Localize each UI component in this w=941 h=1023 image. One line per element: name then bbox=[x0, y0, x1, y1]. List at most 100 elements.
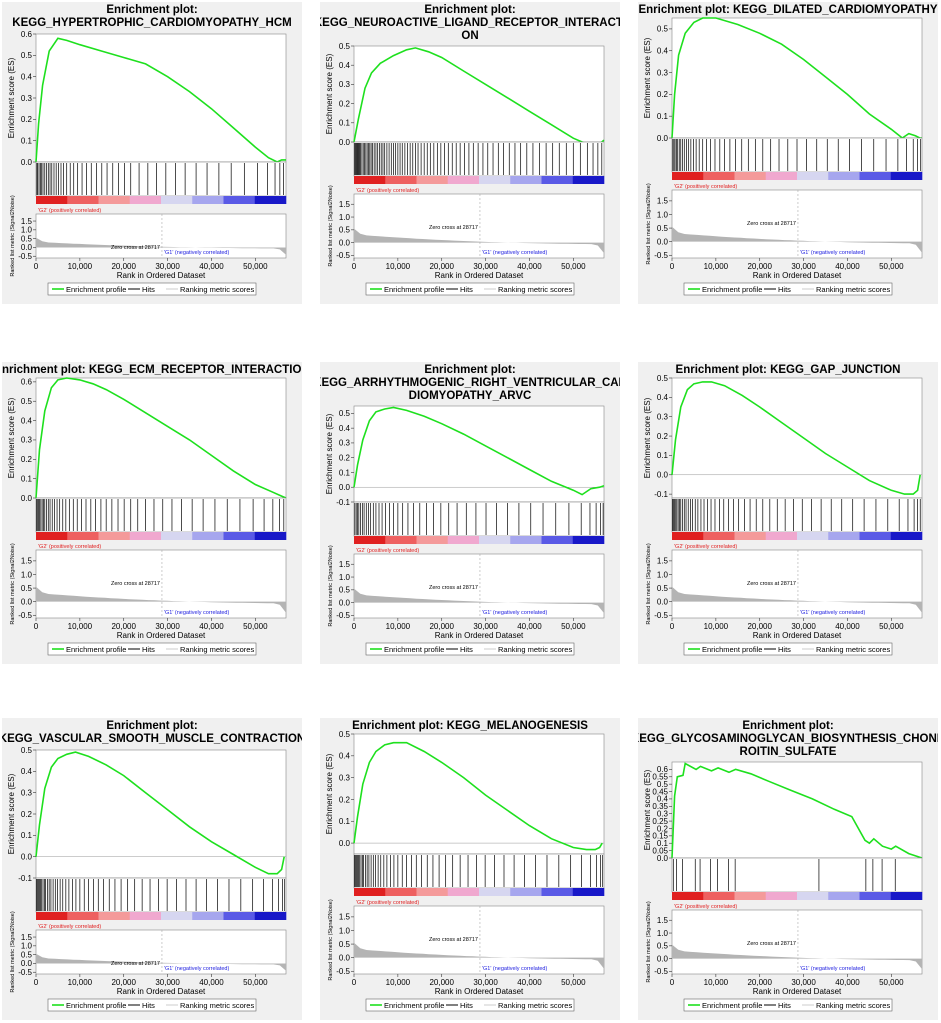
metric-y-tick-label: 1.0 bbox=[21, 942, 33, 951]
metric-y-axis-label: Ranked list metric (Signal2Noise) bbox=[646, 901, 652, 982]
enrichment-profile-line bbox=[35, 751, 285, 875]
ranked-list-heat-segment bbox=[703, 172, 735, 180]
negative-correlation-label: 'G1' (negatively correlated) bbox=[800, 250, 866, 256]
legend-label-metric: Ranking metric scores bbox=[816, 1001, 890, 1010]
x-tick-label: 0 bbox=[34, 262, 39, 271]
metric-y-tick-label: -0.5 bbox=[18, 968, 32, 977]
ranked-list-heat-segment bbox=[192, 532, 224, 540]
metric-plot-area bbox=[671, 549, 923, 619]
es-y-tick-label: 0.2 bbox=[657, 432, 669, 441]
metric-y-axis-label: Ranked list metric (Signal2Noise) bbox=[10, 195, 16, 276]
legend-label-metric: Ranking metric scores bbox=[816, 285, 890, 294]
es-y-tick-label: -0.1 bbox=[18, 874, 32, 883]
es-y-tick-label: 0.5 bbox=[339, 409, 351, 418]
es-y-tick-label: 0.4 bbox=[657, 47, 669, 56]
es-y-axis-label: Enrichment score (ES) bbox=[325, 53, 334, 134]
x-tick-label: 50,000 bbox=[561, 978, 586, 987]
es-y-tick-label: 0.6 bbox=[21, 30, 33, 39]
ranking-metric-area bbox=[354, 228, 604, 254]
es-plot-area bbox=[353, 45, 605, 143]
es-y-tick-label: 0.0 bbox=[21, 852, 33, 861]
es-y-tick-label: 0.1 bbox=[657, 839, 669, 848]
negative-correlation-label: 'G1' (negatively correlated) bbox=[800, 610, 866, 616]
ranked-list-heat-segment bbox=[254, 532, 287, 540]
enrichment-plot: Enrichment plot:KEGG_ARRHYTHMOGENIC_RIGH… bbox=[320, 364, 620, 656]
ranked-list-heat-segment bbox=[223, 532, 256, 540]
ranked-list-heat-segment bbox=[161, 196, 193, 204]
legend-label-hits: Hits bbox=[460, 1001, 473, 1010]
x-tick-label: 0 bbox=[670, 978, 675, 987]
ranked-list-heat-segment bbox=[129, 912, 162, 920]
legend: Enrichment profile Hits Ranking metric sco… bbox=[47, 998, 257, 1012]
ranked-list-heat-segment bbox=[734, 532, 767, 540]
legend: Enrichment profile Hits Ranking metric sco… bbox=[365, 998, 575, 1012]
ranked-list-heat-segment bbox=[447, 176, 480, 184]
gsea-panel: Enrichment plot: KEGG_HYPERTROPHIC_CARDIO… bbox=[2, 2, 302, 304]
es-plot-area bbox=[671, 761, 923, 859]
enrichment-plot: Enrichment plot:KEGG_HYPERTROPHIC_CARDIO… bbox=[7, 4, 292, 296]
es-y-tick-label: 0.2 bbox=[657, 824, 669, 833]
es-y-tick-label: 0.1 bbox=[21, 136, 33, 145]
enrichment-plot: Enrichment plot: KEGG_GAP_JUNCTION -0.1 0.… bbox=[643, 364, 923, 656]
legend-label-hits: Hits bbox=[142, 285, 155, 294]
legend-box bbox=[365, 642, 575, 656]
ranked-list-heat-segment bbox=[859, 532, 892, 540]
metric-y-axis-label: Ranked list metric (Signal2Noise) bbox=[10, 543, 16, 624]
x-tick-label: 20,000 bbox=[429, 262, 454, 271]
es-y-tick-label: 0.5 bbox=[21, 397, 33, 406]
legend: Enrichment profile Hits Ranking metric sco… bbox=[683, 642, 893, 656]
positive-correlation-label: 'G2' (positively correlated) bbox=[356, 900, 419, 906]
x-tick-label: 20,000 bbox=[111, 622, 136, 631]
legend: Enrichment profile Hits Ranking metric sco… bbox=[47, 642, 257, 656]
metric-y-tick-label: 1.0 bbox=[21, 570, 33, 579]
zero-cross-label: Zero cross at 28717 bbox=[747, 941, 796, 947]
x-tick-label: 40,000 bbox=[199, 978, 224, 987]
es-y-tick-label: 0.0 bbox=[21, 158, 33, 167]
metric-y-tick-label: 1.5 bbox=[21, 933, 33, 942]
metric-y-tick-label: -0.5 bbox=[336, 611, 350, 620]
es-y-tick-label: 0.15 bbox=[652, 832, 668, 841]
legend-label-profile: Enrichment profile bbox=[66, 285, 126, 294]
es-y-tick-label: 0.0 bbox=[21, 494, 33, 503]
metric-plot-area bbox=[35, 549, 287, 619]
x-tick-label: 10,000 bbox=[704, 978, 729, 987]
metric-y-tick-label: 1.0 bbox=[21, 226, 33, 235]
ranked-list-heat-segment bbox=[223, 912, 256, 920]
ranked-list-heat-segment bbox=[354, 536, 386, 544]
legend-label-hits: Hits bbox=[142, 645, 155, 654]
metric-y-tick-label: 0.0 bbox=[657, 597, 669, 606]
ranked-list-heat-segment bbox=[416, 536, 449, 544]
plot-title: KEGG_VASCULAR_SMOOTH_MUSCLE_CONTRACTION bbox=[2, 733, 302, 745]
es-y-tick-label: 0.1 bbox=[339, 817, 351, 826]
x-axis-label: Rank in Ordered Dataset bbox=[117, 271, 206, 280]
ranked-list-heat-segment bbox=[36, 532, 68, 540]
enrichment-profile-line bbox=[353, 406, 605, 496]
es-y-tick-label: 0.6 bbox=[657, 765, 669, 774]
legend-box bbox=[683, 282, 893, 296]
legend-label-profile: Enrichment profile bbox=[384, 645, 444, 654]
es-y-tick-label: 0.5 bbox=[657, 374, 669, 383]
es-y-axis-label: Enrichment score (ES) bbox=[325, 413, 334, 494]
ranked-list-heat-segment bbox=[541, 536, 574, 544]
x-tick-label: 10,000 bbox=[68, 622, 93, 631]
ranked-list-heat-segment bbox=[828, 172, 860, 180]
metric-plot-area bbox=[35, 929, 287, 975]
gsea-panel: Enrichment plot: KEGG_MELANOGENESIS 0.0 0.… bbox=[320, 718, 620, 1020]
plot-title: Enrichment plot: KEGG_MELANOGENESIS bbox=[352, 720, 588, 732]
es-y-tick-label: 0.5 bbox=[657, 780, 669, 789]
metric-y-tick-label: 0.5 bbox=[657, 584, 669, 593]
legend-label-hits: Hits bbox=[778, 285, 791, 294]
x-tick-label: 10,000 bbox=[704, 622, 729, 631]
plot-title: Enrichment plot: bbox=[106, 4, 197, 16]
es-y-tick-label: 0.4 bbox=[339, 752, 351, 761]
x-tick-label: 30,000 bbox=[473, 622, 498, 631]
metric-y-tick-label: 0.0 bbox=[339, 238, 351, 247]
hits-area bbox=[353, 501, 605, 537]
zero-cross-label: Zero cross at 28717 bbox=[429, 585, 478, 591]
ranked-list-heat-segment bbox=[541, 176, 574, 184]
ranked-list-heat-segment bbox=[479, 536, 511, 544]
x-tick-label: 30,000 bbox=[473, 978, 498, 987]
ranked-list-heat-segment bbox=[828, 532, 860, 540]
es-y-tick-label: 0.0 bbox=[339, 138, 351, 147]
metric-plot-area bbox=[671, 189, 923, 259]
